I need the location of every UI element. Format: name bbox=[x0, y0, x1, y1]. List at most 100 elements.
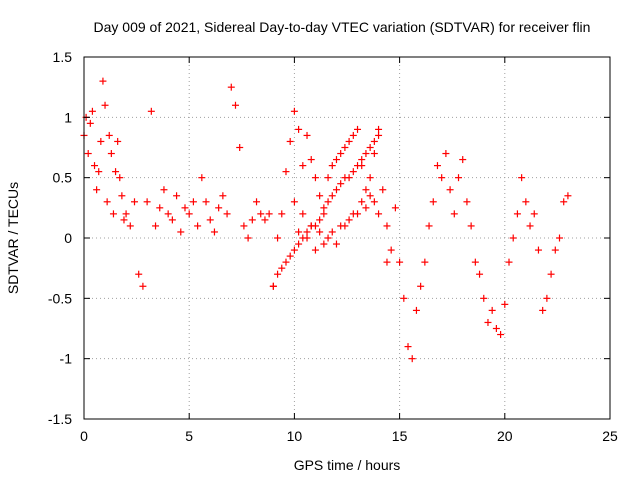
data-point bbox=[299, 162, 307, 170]
data-point bbox=[433, 162, 441, 170]
data-point bbox=[118, 192, 126, 200]
data-point bbox=[556, 234, 564, 242]
x-axis-label: GPS time / hours bbox=[294, 457, 401, 473]
data-point bbox=[332, 186, 340, 194]
data-point bbox=[354, 162, 362, 170]
data-point bbox=[286, 252, 294, 260]
data-point bbox=[227, 83, 235, 91]
data-point bbox=[412, 306, 420, 314]
data-point bbox=[257, 210, 265, 218]
data-point bbox=[139, 282, 147, 290]
data-point bbox=[307, 156, 315, 164]
x-tick-label: 25 bbox=[602, 428, 618, 444]
data-point bbox=[126, 222, 134, 230]
data-point bbox=[450, 210, 458, 218]
data-point bbox=[400, 294, 408, 302]
data-point bbox=[543, 294, 551, 302]
data-point bbox=[303, 131, 311, 139]
data-point bbox=[112, 168, 120, 176]
data-point bbox=[438, 174, 446, 182]
data-point bbox=[198, 174, 206, 182]
plot-frame bbox=[83, 56, 611, 420]
data-point bbox=[358, 198, 366, 206]
data-point bbox=[194, 222, 202, 230]
data-point bbox=[160, 186, 168, 194]
data-point bbox=[177, 228, 185, 236]
data-point bbox=[311, 246, 319, 254]
data-point bbox=[324, 234, 332, 242]
data-point bbox=[282, 168, 290, 176]
data-point bbox=[332, 156, 340, 164]
chart-title: Day 009 of 2021, Sidereal Day-to-day VTE… bbox=[94, 19, 591, 35]
data-point bbox=[370, 198, 378, 206]
data-point bbox=[152, 222, 160, 230]
data-point bbox=[497, 331, 505, 339]
data-point bbox=[86, 119, 94, 127]
data-point bbox=[143, 198, 151, 206]
data-point bbox=[299, 210, 307, 218]
data-point bbox=[109, 210, 117, 218]
data-point bbox=[215, 204, 223, 212]
x-tick-label: 15 bbox=[392, 428, 408, 444]
data-point bbox=[366, 144, 374, 151]
data-point bbox=[295, 228, 303, 236]
data-point bbox=[84, 150, 92, 158]
data-point bbox=[455, 174, 463, 182]
data-point bbox=[366, 192, 374, 200]
data-point bbox=[354, 125, 362, 133]
data-point bbox=[429, 198, 437, 206]
data-point bbox=[467, 222, 475, 230]
y-tick-label: 1.5 bbox=[53, 49, 73, 65]
data-point bbox=[518, 174, 526, 182]
data-point bbox=[349, 168, 357, 176]
y-axis-label: SDTVAR / TECUs bbox=[5, 182, 21, 294]
x-tick-label: 0 bbox=[80, 428, 88, 444]
data-point bbox=[265, 210, 273, 218]
data-point bbox=[295, 125, 303, 133]
data-point bbox=[345, 137, 353, 145]
data-point bbox=[484, 318, 492, 326]
data-point bbox=[341, 144, 349, 151]
data-point bbox=[120, 216, 128, 224]
data-point bbox=[366, 174, 374, 182]
data-point bbox=[509, 234, 517, 242]
data-point bbox=[328, 192, 336, 200]
data-point bbox=[324, 174, 332, 182]
data-point bbox=[130, 198, 138, 206]
data-point bbox=[240, 222, 248, 230]
data-point bbox=[189, 198, 197, 206]
data-point bbox=[210, 228, 218, 236]
data-point bbox=[551, 246, 559, 254]
data-point bbox=[560, 198, 568, 206]
grid-layer bbox=[84, 57, 610, 419]
data-point bbox=[269, 282, 277, 290]
data-point bbox=[93, 186, 101, 194]
y-tick-label: -1.5 bbox=[48, 411, 72, 427]
data-point bbox=[223, 210, 231, 218]
data-point bbox=[88, 107, 96, 115]
y-tick-label: -1 bbox=[60, 351, 73, 367]
data-point bbox=[362, 204, 370, 212]
data-point bbox=[375, 125, 383, 133]
data-point bbox=[290, 246, 298, 254]
data-point bbox=[337, 180, 345, 188]
data-point bbox=[307, 222, 315, 230]
data-point bbox=[476, 270, 484, 278]
data-point bbox=[526, 222, 534, 230]
data-point bbox=[91, 162, 99, 170]
data-point bbox=[95, 168, 103, 176]
data-point bbox=[97, 137, 105, 145]
data-point bbox=[404, 343, 412, 351]
data-point bbox=[501, 300, 509, 308]
y-tick-label: 0 bbox=[64, 230, 72, 246]
data-point bbox=[206, 216, 214, 224]
data-point bbox=[547, 270, 555, 278]
data-point bbox=[463, 198, 471, 206]
points-layer bbox=[80, 77, 572, 363]
data-point bbox=[107, 150, 115, 158]
data-point bbox=[114, 137, 122, 145]
data-point bbox=[383, 258, 391, 266]
data-point bbox=[354, 210, 362, 218]
data-point bbox=[375, 131, 383, 139]
